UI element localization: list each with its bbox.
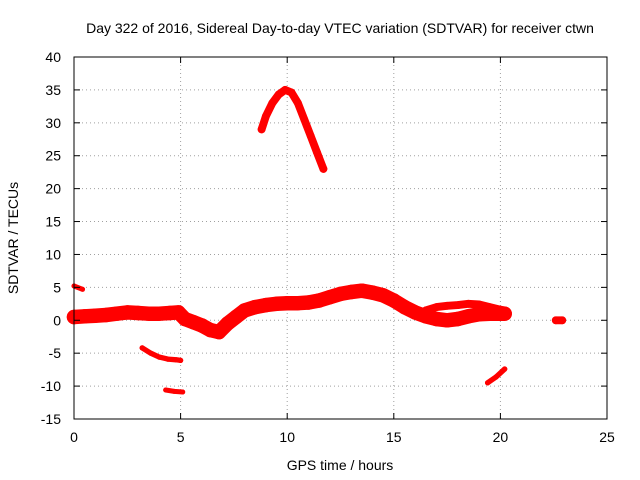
data-point: [130, 305, 146, 321]
data-point: [258, 297, 274, 313]
data-series: [66, 85, 567, 395]
data-point: [109, 306, 124, 321]
data-point: [464, 299, 473, 308]
data-point: [471, 307, 487, 322]
y-tick-label: 5: [53, 279, 61, 295]
data-point: [485, 380, 491, 386]
data-point: [257, 125, 266, 134]
data-point: [429, 311, 444, 327]
data-point: [294, 99, 302, 107]
data-point: [500, 306, 509, 315]
data-point: [178, 357, 184, 363]
x-tick-label: 0: [70, 429, 78, 445]
data-point: [274, 90, 283, 99]
data-point: [306, 132, 315, 140]
data-point: [439, 313, 455, 328]
y-tick-label: 40: [45, 49, 61, 65]
data-point: [453, 301, 462, 309]
data-point: [148, 350, 154, 356]
x-axis-label: GPS time / hours: [287, 457, 394, 473]
data-point: [333, 286, 348, 302]
data-point: [180, 389, 186, 395]
data-point: [287, 88, 296, 97]
data-point: [493, 374, 499, 380]
data-point: [281, 86, 289, 94]
data-point: [375, 288, 391, 303]
data-point: [173, 357, 179, 363]
x-tick-label: 25: [599, 429, 615, 445]
y-tick-label: -15: [41, 411, 61, 427]
axis-ticks: 0 5 10 15 20 25 -15 -10 -5 0 5 10 15 20 25 30 35 40: [41, 49, 615, 445]
y-tick-label: 35: [45, 82, 61, 98]
y-tick-label: 15: [45, 214, 61, 230]
data-point: [301, 295, 316, 310]
data-point: [141, 306, 156, 321]
data-point: [485, 303, 494, 311]
y-tick-label: -10: [41, 378, 61, 394]
data-point: [558, 316, 567, 325]
x-tick-label: 5: [177, 429, 185, 445]
data-point: [319, 165, 328, 173]
data-point: [300, 115, 309, 124]
data-point: [156, 354, 162, 360]
data-point: [551, 316, 560, 325]
data-point: [88, 308, 103, 323]
data-point: [397, 299, 412, 315]
x-tick-label: 20: [493, 429, 509, 445]
data-point: [313, 148, 321, 157]
data-point: [120, 305, 135, 320]
plot-frame: [73, 56, 608, 420]
data-point: [502, 366, 508, 372]
data-point: [248, 299, 263, 315]
grid-lines: [74, 57, 607, 419]
data-point: [280, 296, 295, 311]
y-tick-label: 10: [45, 246, 61, 262]
data-point: [80, 286, 85, 292]
y-tick-label: 20: [45, 181, 61, 197]
y-tick-label: -5: [49, 345, 62, 361]
data-point: [171, 388, 177, 394]
chart-title: Day 322 of 2016, Sidereal Day-to-day VTE…: [86, 20, 594, 36]
data-point: [421, 306, 430, 315]
data-point: [262, 112, 270, 121]
x-tick-label: 15: [386, 429, 402, 445]
x-tick-label: 10: [279, 429, 295, 445]
data-point: [77, 309, 92, 324]
data-point: [269, 296, 284, 311]
data-point: [461, 309, 476, 324]
data-point: [163, 387, 169, 393]
y-tick-label: 30: [45, 115, 61, 131]
data-point: [386, 293, 401, 308]
data-point: [443, 301, 451, 310]
data-point: [268, 99, 277, 107]
data-point: [354, 283, 369, 298]
y-tick-label: 0: [53, 312, 61, 328]
data-point: [165, 356, 171, 362]
data-point: [152, 306, 167, 321]
data-point: [432, 303, 441, 311]
data-point: [344, 284, 359, 300]
y-tick-label: 25: [45, 148, 61, 164]
data-point: [475, 300, 483, 309]
data-point: [139, 345, 145, 351]
data-point: [290, 296, 306, 311]
y-axis-label: SDTVAR / TECUs: [5, 182, 21, 294]
data-point: [98, 307, 114, 323]
